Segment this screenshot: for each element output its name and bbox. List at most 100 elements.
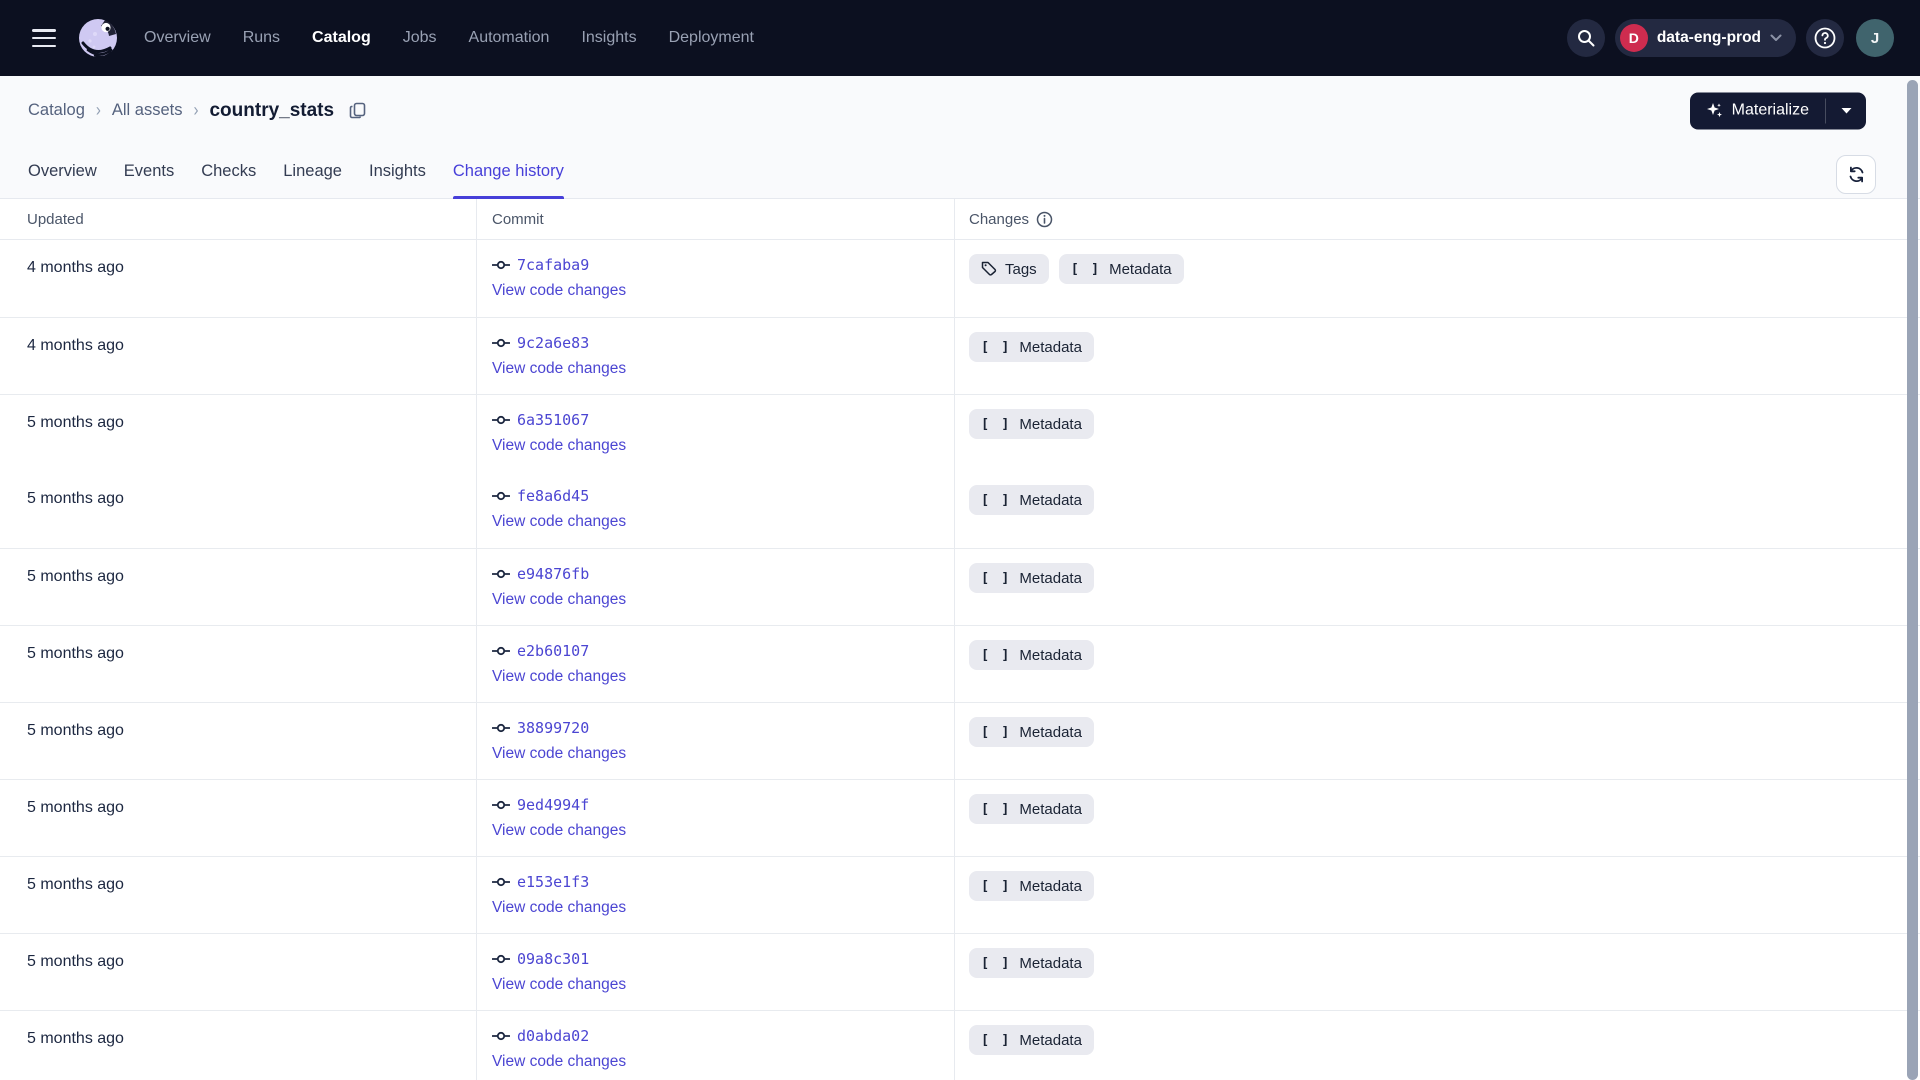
help-button[interactable] <box>1806 19 1844 57</box>
vertical-scrollbar[interactable] <box>1907 80 1918 1080</box>
commit-hash-link[interactable]: e153e1f3 <box>517 873 590 891</box>
table-row: 5 months ago e153e1f3 View code changes … <box>0 856 1920 933</box>
commit-hash-link[interactable]: e2b60107 <box>517 642 590 660</box>
view-code-changes-link[interactable]: View code changes <box>492 745 627 762</box>
copy-asset-name-button[interactable] <box>349 102 366 119</box>
view-code-changes-link[interactable]: View code changes <box>492 668 627 685</box>
changes-cell: [ ] Metadata <box>955 703 1920 779</box>
breadcrumb-catalog[interactable]: Catalog <box>28 101 85 119</box>
button-divider <box>1825 98 1826 123</box>
change-badge-label: Metadata <box>1019 1031 1082 1049</box>
view-code-changes-link[interactable]: View code changes <box>492 437 627 454</box>
user-avatar[interactable]: J <box>1856 19 1894 57</box>
view-code-changes-link[interactable]: View code changes <box>492 591 627 608</box>
table-row: 5 months ago 6a351067 View code changes … <box>0 394 1920 471</box>
view-code-changes-link[interactable]: View code changes <box>492 282 627 299</box>
change-badge-label: Metadata <box>1019 877 1082 895</box>
git-commit-icon <box>492 723 510 733</box>
tab-overview[interactable]: Overview <box>28 162 97 180</box>
view-code-changes-link[interactable]: View code changes <box>492 513 627 530</box>
change-badge-metadata: [ ] Metadata <box>969 717 1094 747</box>
view-code-changes-link[interactable]: View code changes <box>492 899 627 916</box>
change-history-table: Updated Commit Changes 4 months ago 7caf… <box>0 199 1920 1080</box>
nav-item-insights[interactable]: Insights <box>581 29 637 46</box>
tab-change-history[interactable]: Change history <box>452 145 564 199</box>
copy-icon <box>349 102 366 119</box>
deployment-switcher[interactable]: D data-eng-prod <box>1614 19 1796 57</box>
commit-hash-link[interactable]: d0abda02 <box>517 1027 590 1045</box>
commit-cell: d0abda02 View code changes <box>477 1011 955 1080</box>
nav-item-catalog[interactable]: Catalog <box>312 29 371 46</box>
materialize-button[interactable]: Materialize <box>1690 92 1825 129</box>
commit-hash-link[interactable]: 9ed4994f <box>517 796 590 814</box>
nav-item-runs[interactable]: Runs <box>242 29 281 46</box>
updated-cell: 4 months ago <box>0 318 477 394</box>
updated-cell: 5 months ago <box>0 857 477 933</box>
deployment-initial-badge: D <box>1619 24 1648 52</box>
commit-hash-link[interactable]: fe8a6d45 <box>517 487 590 505</box>
column-header-commit: Commit <box>477 199 955 239</box>
nav-item-deployment[interactable]: Deployment <box>668 29 754 46</box>
git-commit-icon <box>492 491 510 501</box>
brackets-icon: [ ] <box>981 955 1012 971</box>
change-badge-metadata: [ ] Metadata <box>969 1025 1094 1055</box>
git-commit-icon <box>492 800 510 810</box>
view-code-changes-link[interactable]: View code changes <box>492 1053 627 1070</box>
commit-cell: e94876fb View code changes <box>477 549 955 625</box>
info-icon[interactable] <box>1036 211 1053 228</box>
asset-title: country_stats <box>209 99 335 121</box>
asset-header: Catalog › All assets › country_stats Mat… <box>0 76 1920 145</box>
table-row: 4 months ago 7cafaba9 View code changes … <box>0 240 1920 317</box>
view-code-changes-link[interactable]: View code changes <box>492 976 627 993</box>
git-commit-icon <box>492 415 510 425</box>
chevron-down-icon <box>1770 34 1782 41</box>
table-row: 5 months ago 38899720 View code changes … <box>0 702 1920 779</box>
view-code-changes-link[interactable]: View code changes <box>492 360 627 377</box>
commit-cell: 9c2a6e83 View code changes <box>477 318 955 394</box>
dagster-logo-icon[interactable] <box>76 16 120 60</box>
change-badge-label: Metadata <box>1019 723 1082 741</box>
column-header-updated: Updated <box>0 199 477 239</box>
nav-item-overview[interactable]: Overview <box>144 29 211 46</box>
tab-lineage[interactable]: Lineage <box>283 162 342 180</box>
commit-hash-link[interactable]: 6a351067 <box>517 411 590 429</box>
changes-cell: [ ] Metadata <box>955 471 1920 548</box>
commit-hash-link[interactable]: 9c2a6e83 <box>517 334 590 352</box>
change-badge-label: Metadata <box>1019 338 1082 356</box>
change-badge-metadata: [ ] Metadata <box>969 794 1094 824</box>
refresh-button[interactable] <box>1836 155 1876 194</box>
commit-hash-link[interactable]: 09a8c301 <box>517 950 590 968</box>
tab-insights[interactable]: Insights <box>368 162 426 180</box>
change-badge-metadata: [ ] Metadata <box>969 640 1094 670</box>
changes-cell: [ ] Metadata <box>955 318 1920 394</box>
brackets-icon: [ ] <box>981 339 1012 355</box>
search-button[interactable] <box>1566 19 1605 57</box>
nav-item-jobs[interactable]: Jobs <box>402 29 437 46</box>
git-commit-icon <box>492 877 510 887</box>
view-code-changes-link[interactable]: View code changes <box>492 822 627 839</box>
breadcrumb-all-assets[interactable]: All assets <box>111 101 183 119</box>
change-badge-label: Metadata <box>1019 415 1082 433</box>
commit-hash-link[interactable]: 7cafaba9 <box>517 256 590 274</box>
git-commit-icon <box>492 260 510 270</box>
brackets-icon: [ ] <box>981 647 1012 663</box>
commit-hash-link[interactable]: e94876fb <box>517 565 590 583</box>
tab-events[interactable]: Events <box>123 162 175 180</box>
updated-cell: 5 months ago <box>0 934 477 1010</box>
updated-cell: 5 months ago <box>0 1011 477 1080</box>
commit-cell: 38899720 View code changes <box>477 703 955 779</box>
materialize-label: Materialize <box>1731 101 1809 119</box>
menu-icon[interactable] <box>32 29 56 47</box>
asset-tabs-bar: Overview Events Checks Lineage Insights … <box>0 145 1920 199</box>
commit-hash-link[interactable]: 38899720 <box>517 719 590 737</box>
tab-checks[interactable]: Checks <box>201 162 257 180</box>
column-header-changes-label: Changes <box>969 210 1030 228</box>
table-row: 5 months ago 09a8c301 View code changes … <box>0 933 1920 1010</box>
change-badge-metadata: [ ] Metadata <box>969 485 1094 515</box>
change-badge-label: Metadata <box>1019 569 1082 587</box>
updated-cell: 5 months ago <box>0 780 477 856</box>
brackets-icon: [ ] <box>981 801 1012 817</box>
commit-cell: e153e1f3 View code changes <box>477 857 955 933</box>
nav-item-automation[interactable]: Automation <box>468 29 550 46</box>
materialize-dropdown-button[interactable] <box>1826 92 1866 129</box>
